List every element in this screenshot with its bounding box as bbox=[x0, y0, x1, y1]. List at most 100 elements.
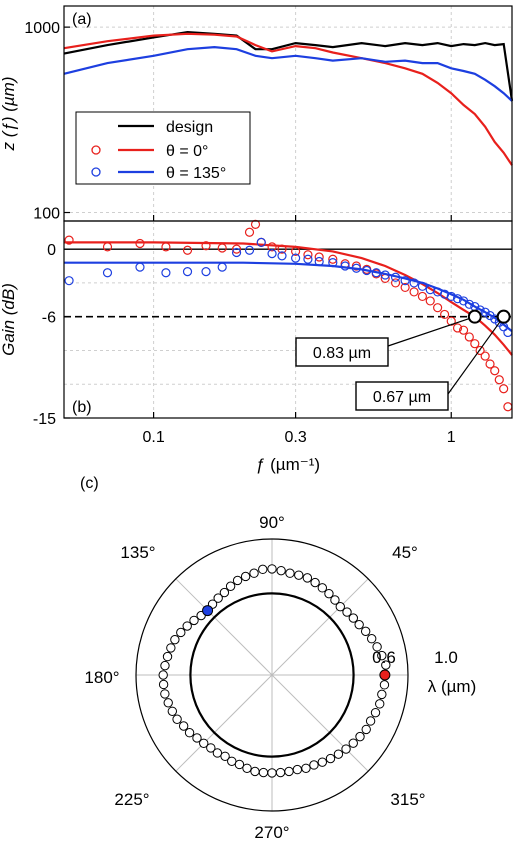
polar-point bbox=[225, 581, 236, 591]
data-point bbox=[494, 375, 504, 385]
polar-point bbox=[167, 706, 178, 716]
legend-box bbox=[75, 111, 251, 185]
callout-line bbox=[447, 316, 505, 395]
data-point bbox=[303, 254, 313, 264]
annotation-box bbox=[355, 381, 449, 411]
annotation-label: 0.83 µm bbox=[313, 345, 371, 362]
polar-point bbox=[176, 627, 186, 638]
y-tick-label: 1000 bbox=[24, 20, 60, 37]
data-point bbox=[64, 276, 74, 286]
highlight-point-blue bbox=[202, 605, 214, 617]
polar-point bbox=[341, 744, 351, 754]
panel-c: 45° 90° 135° 180° 225° 270° 315° 0.6 1.0 λ (µm) (c… bbox=[80, 475, 476, 842]
polar-point bbox=[361, 724, 371, 735]
data-point bbox=[64, 235, 74, 245]
data-point bbox=[503, 402, 513, 412]
polar-point bbox=[212, 748, 223, 758]
data-point bbox=[201, 267, 211, 277]
y-axis-label: Gain (dB) bbox=[0, 283, 18, 356]
data-point bbox=[490, 366, 500, 376]
y-tick-label: -15 bbox=[33, 411, 56, 428]
data-point bbox=[244, 227, 255, 237]
polar-point bbox=[354, 619, 364, 630]
data-point bbox=[409, 287, 419, 297]
data-point bbox=[277, 251, 287, 261]
data-point bbox=[314, 252, 324, 262]
data-point bbox=[485, 359, 495, 369]
data-point bbox=[267, 249, 277, 259]
legend: design θ = 0° θ = 135° bbox=[75, 111, 251, 185]
polar-point bbox=[372, 642, 382, 652]
polar-point bbox=[172, 714, 182, 724]
panel-a: 100 1000 (a) z (ƒ) (µm) design θ = 0° θ = 135° bbox=[0, 5, 514, 223]
legend-entry: θ = 135° bbox=[166, 165, 226, 182]
data-point bbox=[433, 303, 443, 313]
angle-label: 270° bbox=[254, 823, 289, 842]
data-point bbox=[328, 254, 338, 264]
polar-point bbox=[232, 575, 243, 586]
angle-label: 45° bbox=[392, 543, 418, 562]
polar-point bbox=[379, 680, 390, 690]
polar-point bbox=[199, 738, 209, 748]
data-point bbox=[201, 241, 211, 251]
legend-entry: θ = 0° bbox=[166, 143, 208, 160]
polar-point bbox=[317, 583, 328, 593]
data-point bbox=[464, 332, 474, 342]
angle-label: 90° bbox=[259, 513, 285, 532]
panel-label: (b) bbox=[72, 399, 92, 416]
polar-point bbox=[242, 763, 252, 773]
data-point bbox=[400, 282, 410, 293]
data-point bbox=[182, 267, 193, 277]
polar-point bbox=[182, 621, 192, 631]
polar-point bbox=[220, 751, 230, 761]
data-point bbox=[464, 299, 474, 309]
data-point bbox=[217, 262, 227, 272]
polar-point bbox=[275, 767, 286, 778]
polar-point bbox=[227, 756, 237, 766]
crossing-marker-theta135 bbox=[496, 309, 511, 324]
polar-point bbox=[377, 650, 387, 661]
data-point bbox=[440, 309, 450, 320]
callout-line bbox=[387, 316, 476, 347]
polar-point bbox=[301, 763, 311, 773]
data-point bbox=[452, 323, 463, 333]
y-tick-label: 0 bbox=[47, 242, 56, 259]
polar-point bbox=[360, 626, 371, 637]
polar-point bbox=[348, 613, 359, 623]
polar-point bbox=[250, 766, 260, 777]
data-point bbox=[256, 237, 266, 247]
data-point bbox=[470, 339, 480, 349]
polar-point bbox=[285, 568, 295, 578]
data-point bbox=[102, 268, 113, 278]
data-point bbox=[135, 262, 145, 272]
legend-marker bbox=[91, 145, 101, 155]
data-point bbox=[400, 276, 410, 286]
x-tick-label: 0.1 bbox=[142, 429, 164, 446]
data-point bbox=[480, 351, 490, 361]
polar-point bbox=[170, 634, 180, 645]
polar-point bbox=[184, 728, 195, 738]
polar-point bbox=[166, 643, 176, 653]
fit-line bbox=[64, 261, 513, 333]
x-tick-label: 1 bbox=[447, 429, 456, 446]
polar-point bbox=[366, 634, 377, 644]
polar-point bbox=[370, 707, 381, 718]
polar-point bbox=[213, 593, 223, 603]
polar-point bbox=[294, 570, 304, 580]
data-point bbox=[250, 219, 261, 229]
polar-spoke bbox=[271, 674, 369, 772]
radial-tick-label: 0.6 bbox=[372, 648, 396, 667]
polar-point bbox=[377, 689, 387, 700]
polar-point bbox=[284, 766, 294, 777]
polar-point bbox=[330, 595, 340, 605]
polar-point bbox=[381, 660, 391, 670]
angle-label: 135° bbox=[120, 543, 155, 562]
polar-point bbox=[189, 615, 199, 626]
polar-spoke bbox=[175, 674, 273, 772]
data-point bbox=[231, 244, 242, 254]
polar-point bbox=[234, 759, 245, 770]
data-point bbox=[458, 325, 469, 335]
data-point bbox=[135, 238, 145, 249]
polar-point bbox=[249, 568, 259, 578]
